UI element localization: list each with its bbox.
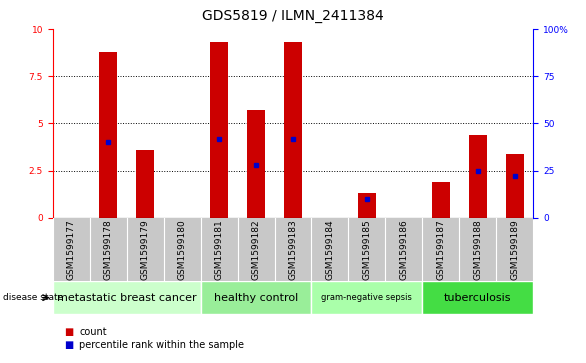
Text: GSM1599185: GSM1599185 [362, 220, 372, 281]
Text: ■: ■ [64, 340, 74, 350]
Bar [357, 193, 376, 218]
Text: GSM1599180: GSM1599180 [178, 220, 186, 281]
Text: GSM1599188: GSM1599188 [473, 220, 482, 281]
Text: tuberculosis: tuberculosis [444, 293, 512, 303]
Bar [247, 110, 265, 218]
Text: GSM1599182: GSM1599182 [251, 220, 261, 280]
Text: GSM1599178: GSM1599178 [104, 220, 113, 281]
Text: disease state: disease state [3, 293, 63, 302]
Bar [99, 52, 117, 218]
Bar [432, 182, 450, 218]
Bar [53, 281, 200, 314]
Text: gram-negative sepsis: gram-negative sepsis [322, 293, 413, 302]
Text: healthy control: healthy control [214, 293, 298, 303]
Text: GDS5819 / ILMN_2411384: GDS5819 / ILMN_2411384 [202, 9, 384, 23]
Bar [312, 281, 423, 314]
Bar [136, 150, 154, 218]
Bar [506, 154, 524, 218]
Text: GSM1599181: GSM1599181 [214, 220, 224, 281]
Bar [210, 42, 229, 218]
Bar [284, 42, 302, 218]
Bar [200, 281, 312, 314]
Text: ■: ■ [64, 327, 74, 337]
Text: GSM1599187: GSM1599187 [437, 220, 445, 281]
Text: GSM1599189: GSM1599189 [510, 220, 519, 281]
Text: GSM1599177: GSM1599177 [67, 220, 76, 281]
Text: GSM1599183: GSM1599183 [288, 220, 298, 281]
Text: GSM1599184: GSM1599184 [325, 220, 335, 280]
Text: GSM1599186: GSM1599186 [400, 220, 408, 281]
Text: GSM1599179: GSM1599179 [141, 220, 149, 281]
Bar [423, 281, 533, 314]
Text: metastatic breast cancer: metastatic breast cancer [57, 293, 196, 303]
Bar [469, 135, 487, 218]
Text: percentile rank within the sample: percentile rank within the sample [79, 340, 244, 350]
Text: count: count [79, 327, 107, 337]
